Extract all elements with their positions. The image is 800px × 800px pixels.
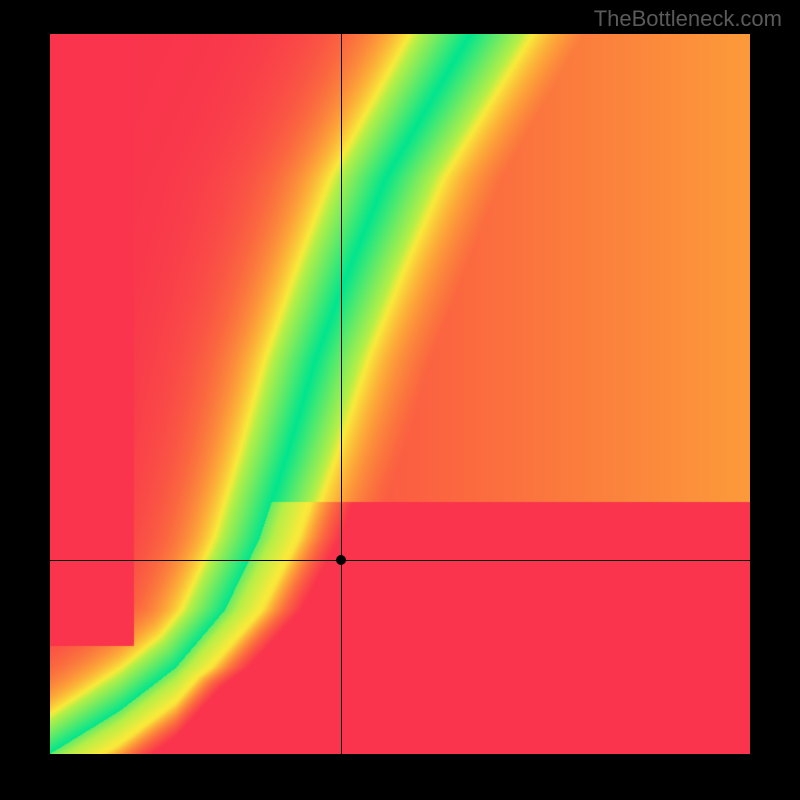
heatmap-canvas xyxy=(50,34,750,754)
crosshair-horizontal xyxy=(50,560,750,561)
heatmap-plot xyxy=(50,34,750,754)
crosshair-vertical xyxy=(341,34,342,754)
marker-dot xyxy=(336,555,346,565)
watermark-text: TheBottleneck.com xyxy=(594,6,782,32)
